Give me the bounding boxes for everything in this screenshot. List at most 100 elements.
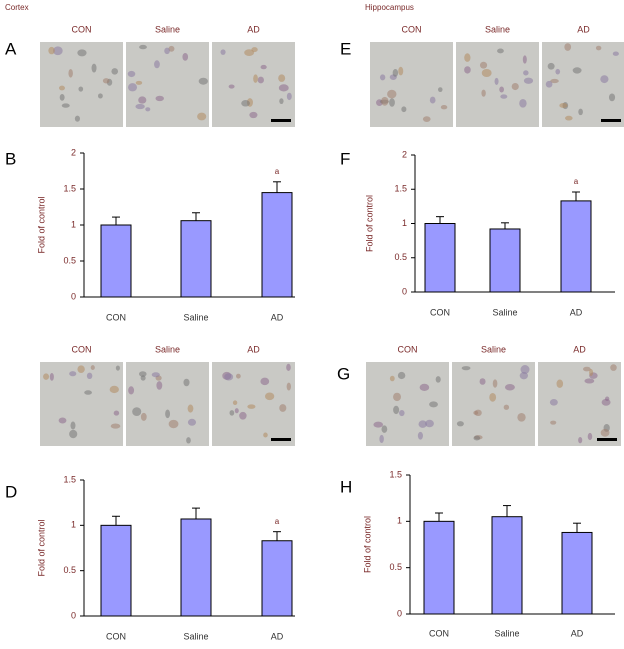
cell xyxy=(109,385,119,394)
cell xyxy=(397,371,406,380)
cell xyxy=(139,371,147,377)
annotation: a xyxy=(574,177,579,186)
scale-bar xyxy=(271,119,291,122)
bar xyxy=(100,224,132,298)
scale-bar xyxy=(601,119,621,122)
cell xyxy=(393,405,400,415)
y-tick-label: 2 xyxy=(402,149,407,159)
panel-label: B xyxy=(5,149,16,168)
cell xyxy=(260,377,270,386)
cell xyxy=(247,404,256,409)
cell xyxy=(497,48,504,54)
cell xyxy=(492,379,498,388)
cell xyxy=(610,364,617,371)
cell xyxy=(504,384,515,391)
cell xyxy=(286,363,291,371)
cell xyxy=(232,400,238,406)
section-title: Cortex xyxy=(5,3,29,12)
panel-label: G xyxy=(337,364,350,383)
x-tick-label: Saline xyxy=(492,307,517,317)
y-tick-label: 1.5 xyxy=(394,184,407,194)
cell xyxy=(43,373,50,380)
cell xyxy=(102,78,110,84)
x-tick-label: CON xyxy=(429,628,449,638)
cell xyxy=(77,49,87,57)
cell xyxy=(612,51,619,56)
cell xyxy=(154,60,160,69)
panel-label: E xyxy=(340,39,351,58)
cell xyxy=(494,77,499,85)
bar xyxy=(491,516,523,615)
cell xyxy=(91,63,97,73)
y-tick-label: 0 xyxy=(71,291,76,301)
cell xyxy=(59,93,65,101)
cell xyxy=(156,381,163,390)
y-tick-label: 0.5 xyxy=(63,565,76,575)
cell xyxy=(435,376,441,383)
y-tick-label: 1 xyxy=(397,516,402,526)
cell xyxy=(473,410,479,415)
scale-bar xyxy=(271,438,291,441)
bar xyxy=(261,192,293,298)
y-tick-label: 1 xyxy=(71,520,76,530)
bar xyxy=(424,223,456,293)
y-tick-label: 1 xyxy=(71,219,76,229)
cell xyxy=(58,417,67,424)
y-axis-label: Fold of control xyxy=(362,516,372,573)
cell xyxy=(583,366,591,372)
cell xyxy=(61,103,70,108)
cell xyxy=(456,421,464,427)
cell xyxy=(519,99,527,108)
cell xyxy=(138,96,147,104)
cell xyxy=(578,108,583,116)
cell xyxy=(286,382,291,391)
cell xyxy=(115,365,120,371)
cell xyxy=(523,77,534,84)
cell xyxy=(128,386,135,395)
image-column-label: Saline xyxy=(155,24,180,34)
cell xyxy=(168,45,175,52)
cell xyxy=(464,53,471,62)
cell xyxy=(389,375,395,382)
cell xyxy=(473,435,481,441)
y-tick-label: 1.5 xyxy=(63,183,76,193)
cell xyxy=(244,49,255,57)
cell xyxy=(392,69,399,77)
cell xyxy=(555,68,561,75)
cell xyxy=(547,62,555,70)
cell xyxy=(464,66,471,74)
x-tick-label: Saline xyxy=(183,631,208,641)
cell xyxy=(387,89,397,99)
cell xyxy=(422,116,431,122)
cell xyxy=(600,75,609,84)
image-column-label: CON xyxy=(402,24,422,34)
cell xyxy=(186,437,191,444)
section-title: Hippocampus xyxy=(365,3,414,12)
cell xyxy=(155,95,164,102)
cell xyxy=(419,383,430,391)
image-column-label: Saline xyxy=(481,344,506,354)
image-column-label: AD xyxy=(577,24,590,34)
cell xyxy=(74,115,80,122)
y-tick-label: 0.5 xyxy=(63,255,76,265)
cell xyxy=(549,398,558,406)
image-column-label: CON xyxy=(398,344,418,354)
image-column-label: Saline xyxy=(155,344,180,354)
cell xyxy=(489,392,497,402)
cell xyxy=(229,410,235,416)
cell xyxy=(239,411,247,420)
cell xyxy=(519,371,528,380)
cell xyxy=(78,86,84,92)
y-tick-label: 1.5 xyxy=(63,474,76,484)
cell xyxy=(241,100,250,107)
cell xyxy=(559,103,568,109)
cell xyxy=(251,47,258,53)
cell xyxy=(438,87,443,93)
scale-bar xyxy=(597,438,617,441)
cell xyxy=(236,373,241,379)
bar xyxy=(180,220,212,298)
cell xyxy=(97,93,103,99)
panel-label: F xyxy=(340,149,350,168)
micrograph xyxy=(542,42,624,127)
y-tick-label: 0.5 xyxy=(389,562,402,572)
